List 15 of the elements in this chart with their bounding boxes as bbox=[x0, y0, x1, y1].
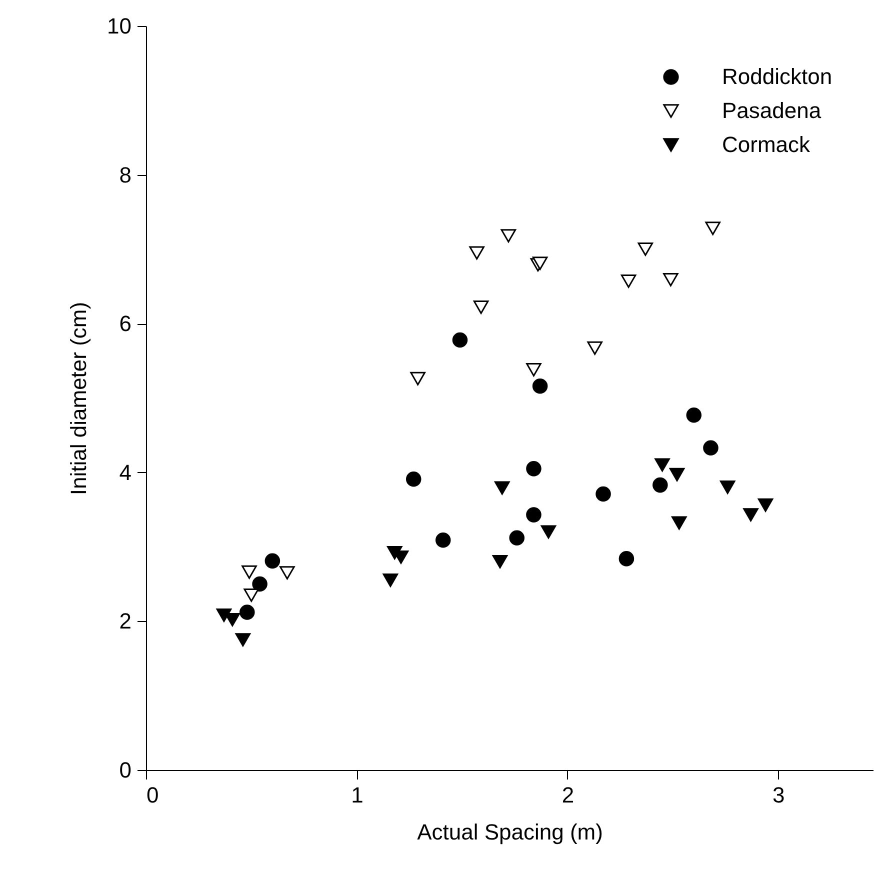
y-tick-label: 4 bbox=[119, 460, 132, 485]
legend-label: Pasadena bbox=[722, 98, 822, 123]
legend-label: Roddickton bbox=[722, 64, 832, 89]
y-tick-label: 8 bbox=[119, 162, 132, 188]
y-tick-label: 0 bbox=[119, 758, 132, 782]
legend-label: Cormack bbox=[722, 132, 812, 157]
x-axis-title: Actual Spacing (m) bbox=[417, 820, 603, 844]
x-tick-label: 2 bbox=[562, 782, 574, 808]
x-tick-label: 0 bbox=[146, 782, 159, 808]
x-tick-label: 1 bbox=[351, 782, 364, 808]
y-tick-label: 6 bbox=[119, 311, 132, 336]
y-tick-label: 10 bbox=[107, 14, 132, 38]
x-tick-label: 3 bbox=[772, 782, 785, 808]
y-tick-label: 2 bbox=[119, 608, 132, 634]
y-axis-title: Initial diameter (cm) bbox=[66, 302, 92, 496]
